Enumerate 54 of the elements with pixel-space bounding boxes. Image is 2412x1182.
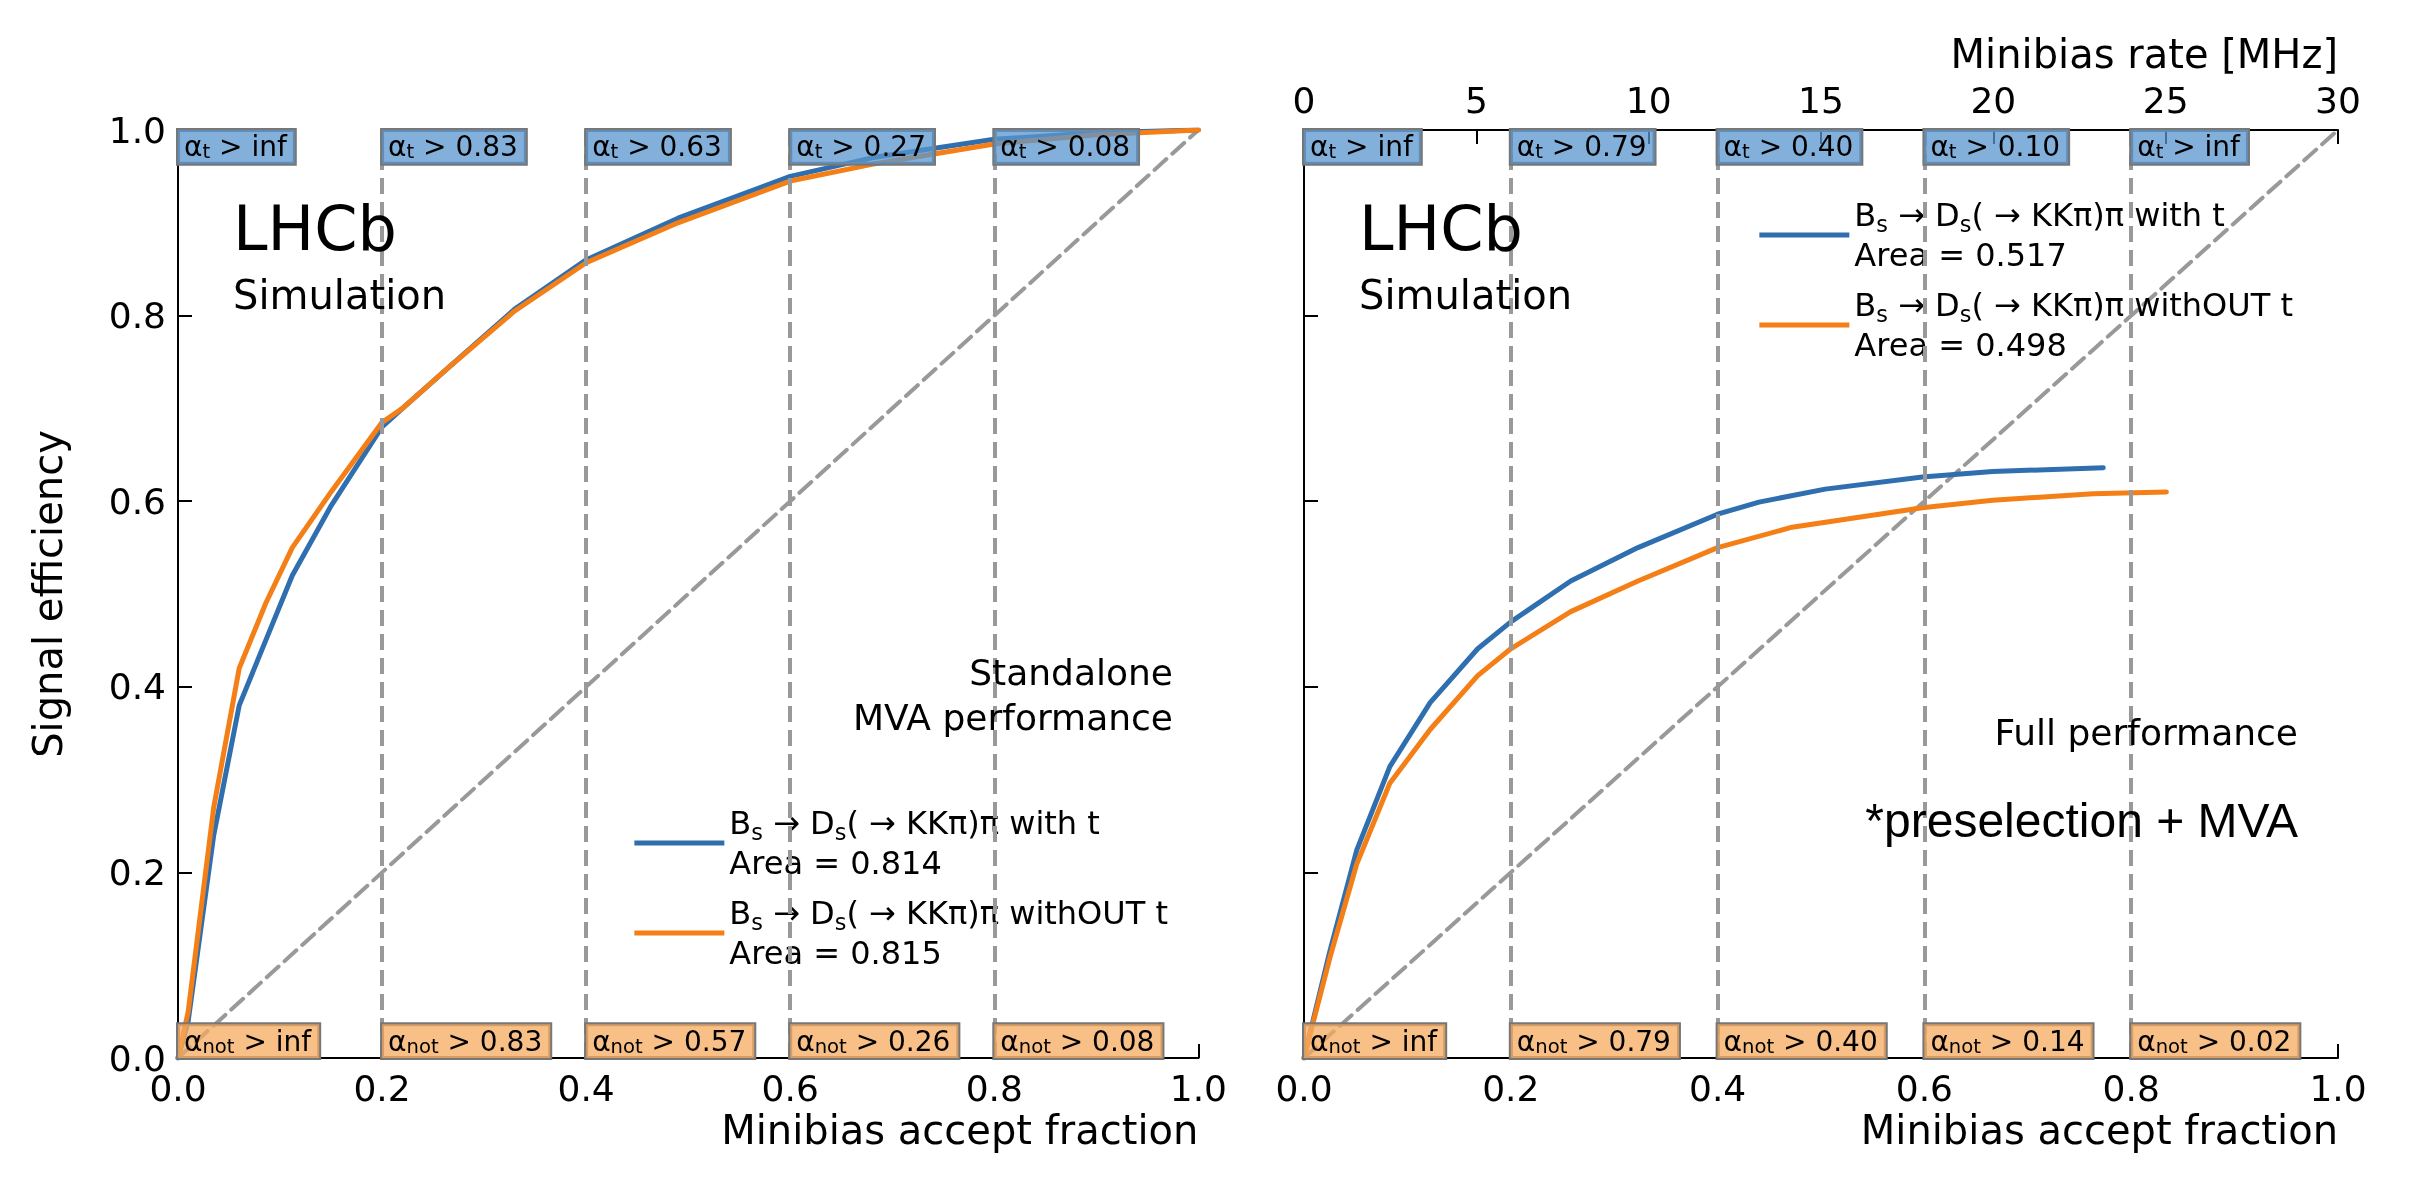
annotation: αt > 0.10 [1930,130,2061,164]
x-tick-label: 0.2 [353,1067,411,1109]
annotation: αnot > 0.08 [1000,1024,1155,1058]
annotation: LHCb [233,192,397,266]
annotation: αnot > inf [1310,1024,1439,1058]
x-tick-label: 1.0 [1169,1067,1228,1109]
annotation: Simulation [233,272,447,318]
x2-tick-label: 5 [1464,79,1488,121]
annotation: αnot > 0.02 [2137,1024,2292,1058]
x-tick-label: 0.8 [2102,1067,2160,1109]
annotation: αt > 0.83 [388,130,518,164]
annotation: Full performance [1994,712,2298,753]
annotation: αt > 0.40 [1723,130,1854,164]
x-tick-label: 0.6 [761,1067,819,1109]
annotation: αt > 0.79 [1516,130,1647,164]
y-tick-label: 0.4 [108,666,166,708]
x-tick-label: 0.0 [1275,1067,1333,1109]
x-tick-label: 1.0 [2309,1067,2367,1109]
annotation: αnot > 0.57 [592,1024,747,1058]
x-tick-label: 0.2 [1482,1067,1540,1109]
annotation: αnot > 0.79 [1516,1024,1671,1058]
x2-tick-label: 25 [2142,79,2189,121]
annotation: αnot > 0.40 [1723,1024,1878,1058]
annotation: αnot > 0.14 [1930,1024,2085,1058]
x-tick-label: 0.8 [965,1067,1023,1109]
x-tick-label: 0.4 [557,1067,615,1109]
x2-tick-label: 20 [1970,79,2017,121]
x2-axis-title: Minibias rate [MHz] [1950,31,2338,77]
annotation: αnot > inf [184,1024,313,1058]
x-axis-title: Minibias accept fraction [721,1107,1199,1153]
x2-tick-label: 30 [2315,79,2361,121]
annotation: Simulation [1359,272,1573,318]
annotation: *preselection + MVA [1865,793,2298,847]
annotation: αnot > 0.26 [796,1024,951,1058]
annotation: αt > inf [1310,130,1414,164]
annotation: αt > inf [2137,130,2242,164]
y-tick-label: 0.6 [108,480,166,522]
annotation: αt > 0.08 [1000,130,1131,164]
y-tick-label: 0.2 [108,851,166,893]
y-tick-label: 0.8 [108,295,166,337]
annotation: αt > 0.63 [592,130,722,164]
x2-tick-label: 10 [1625,79,1672,121]
x2-tick-label: 0 [1292,79,1316,121]
annotation: LHCb [1359,192,1523,266]
x2-tick-label: 15 [1798,79,1844,121]
annotation: Standalone MVA performance [852,652,1173,738]
annotation: αnot > 0.83 [388,1024,543,1058]
annotation: αt > 0.27 [796,130,926,164]
x-axis-title: Minibias accept fraction [1860,1107,2338,1153]
x-tick-label: 0.4 [1688,1067,1747,1109]
y-axis-title: Signal efficiency [25,430,71,758]
y-tick-label: 1.0 [108,109,166,151]
annotation: αt > inf [184,130,288,164]
x-tick-label: 0.6 [1895,1067,1954,1109]
